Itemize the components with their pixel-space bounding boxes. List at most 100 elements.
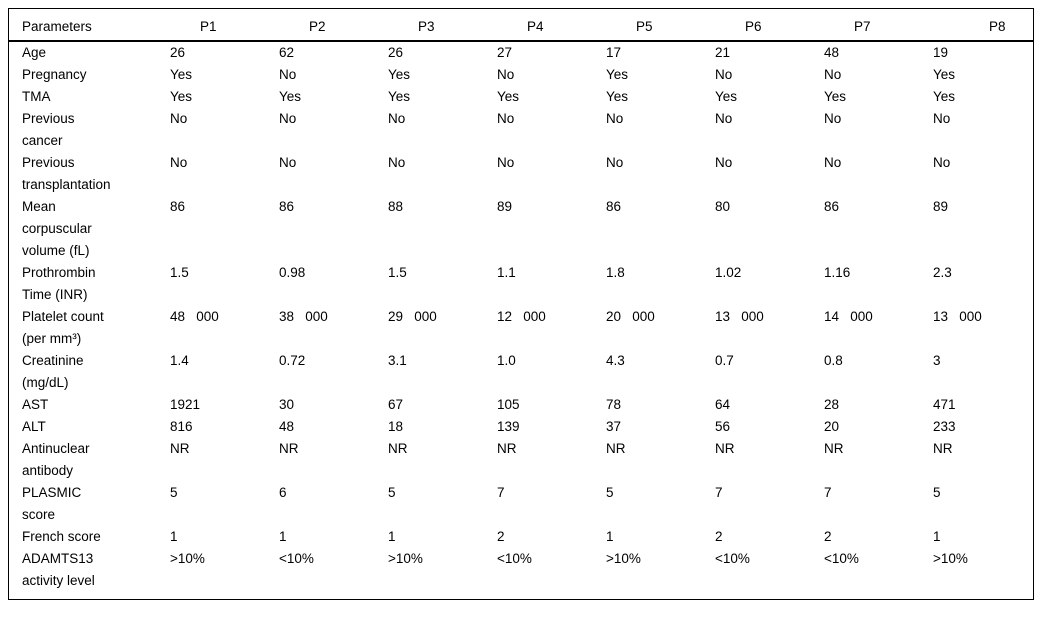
cell: 38 000: [279, 309, 328, 324]
cell: No: [715, 111, 733, 126]
cell: <10%: [279, 551, 314, 566]
cell: 2: [497, 529, 505, 544]
table-row: ALT 816 48 18 139 37 56 20 233: [9, 416, 1033, 438]
header-row: Parameters P1 P2 P3 P4 P5 P6 P7 P8: [9, 9, 1033, 42]
col-header-parameters: Parameters: [9, 9, 170, 42]
cell: 7: [497, 485, 505, 500]
cell: 20: [824, 419, 840, 434]
cell: 1: [388, 529, 396, 544]
cell: 233: [933, 419, 956, 434]
row-label: ALT: [22, 419, 46, 434]
cell: 86: [170, 199, 186, 214]
col-header-p3: P3: [388, 9, 497, 42]
col-header-p2: P2: [279, 9, 388, 42]
cell: No: [606, 155, 624, 170]
cell: NR: [824, 441, 844, 456]
cell: 1.8: [606, 265, 625, 280]
cell: Yes: [824, 89, 847, 104]
cell: >10%: [933, 551, 968, 566]
row-label: Antinuclear antibody: [22, 441, 90, 478]
row-label: Previous transplantation: [22, 155, 111, 192]
cell: 56: [715, 419, 731, 434]
cell: 139: [497, 419, 520, 434]
cell: 48: [279, 419, 295, 434]
cell: Yes: [933, 89, 956, 104]
col-header-p6: P6: [715, 9, 824, 42]
cell: 4.3: [606, 353, 625, 368]
row-label: Prothrombin Time (INR): [22, 265, 96, 302]
cell: 14 000: [824, 309, 873, 324]
cell: 1.4: [170, 353, 189, 368]
cell: NR: [933, 441, 953, 456]
cell: <10%: [715, 551, 750, 566]
cell: 5: [606, 485, 614, 500]
row-label: Platelet count (per mm³): [22, 309, 104, 346]
cell: 64: [715, 397, 731, 412]
cell: No: [824, 155, 842, 170]
cell: 1: [933, 529, 941, 544]
cell: 7: [824, 485, 832, 500]
row-label: ADAMTS13 activity level: [22, 551, 95, 588]
cell: No: [279, 155, 297, 170]
cell: Yes: [388, 67, 411, 82]
cell: >10%: [388, 551, 423, 566]
cell: 86: [606, 199, 622, 214]
cell: 86: [824, 199, 840, 214]
cell: No: [824, 67, 842, 82]
cell: 37: [606, 419, 622, 434]
table-header: Parameters P1 P2 P3 P4 P5 P6 P7 P8: [9, 9, 1033, 42]
cell: NR: [279, 441, 299, 456]
row-label: Age: [22, 45, 47, 60]
cell: 1.0: [497, 353, 516, 368]
cell: 5: [388, 485, 396, 500]
cell: 18: [388, 419, 404, 434]
cell: NR: [606, 441, 626, 456]
cell: 88: [388, 199, 404, 214]
cell: 1: [606, 529, 614, 544]
cell: 1: [170, 529, 178, 544]
row-label: Mean corpuscular volume (fL): [22, 199, 92, 258]
cell: 3: [933, 353, 941, 368]
cell: 12 000: [497, 309, 546, 324]
cell: 19: [933, 45, 949, 60]
cell: 2.3: [933, 265, 952, 280]
row-label: Pregnancy: [22, 67, 87, 82]
table-row: TMA Yes Yes Yes Yes Yes Yes Yes Yes: [9, 86, 1033, 108]
cell: No: [279, 111, 297, 126]
row-label: AST: [22, 397, 49, 412]
cell: 13 000: [933, 309, 982, 324]
cell: 471: [933, 397, 956, 412]
cell: NR: [497, 441, 517, 456]
col-header-p1: P1: [170, 9, 279, 42]
cell: 0.7: [715, 353, 734, 368]
table-row: Age 26 62 26 27 17 21 48 19: [9, 41, 1033, 64]
cell: No: [715, 67, 733, 82]
cell: 48 000: [170, 309, 219, 324]
row-label: French score: [22, 529, 101, 544]
col-header-p5: P5: [606, 9, 715, 42]
cell: 13 000: [715, 309, 764, 324]
cell: Yes: [933, 67, 956, 82]
table-row: Previous cancer No No No No No No No No: [9, 108, 1033, 152]
cell: NR: [388, 441, 408, 456]
cell: 26: [388, 45, 404, 60]
patient-parameters-table: Parameters P1 P2 P3 P4 P5 P6 P7 P8 Age 26 62 26 27 17…: [9, 9, 1033, 592]
cell: No: [824, 111, 842, 126]
cell: 3.1: [388, 353, 407, 368]
cell: 1.5: [170, 265, 189, 280]
cell: No: [497, 155, 515, 170]
cell: 1: [279, 529, 287, 544]
cell: >10%: [170, 551, 205, 566]
cell: 1921: [170, 397, 201, 412]
cell: 1.1: [497, 265, 516, 280]
row-label: Previous cancer: [22, 111, 75, 148]
cell: 2: [715, 529, 723, 544]
table-row: Prothrombin Time (INR) 1.5 0.98 1.5 1.1 1.8 1.…: [9, 262, 1033, 306]
cell: 816: [170, 419, 193, 434]
table-row: Antinuclear antibody NR NR NR NR NR NR NR NR: [9, 438, 1033, 482]
cell: Yes: [388, 89, 411, 104]
cell: 1.02: [715, 265, 742, 280]
table-row: PLASMIC score 5 6 5 7 5 7 7 5: [9, 482, 1033, 526]
cell: 5: [170, 485, 178, 500]
cell: No: [497, 67, 515, 82]
